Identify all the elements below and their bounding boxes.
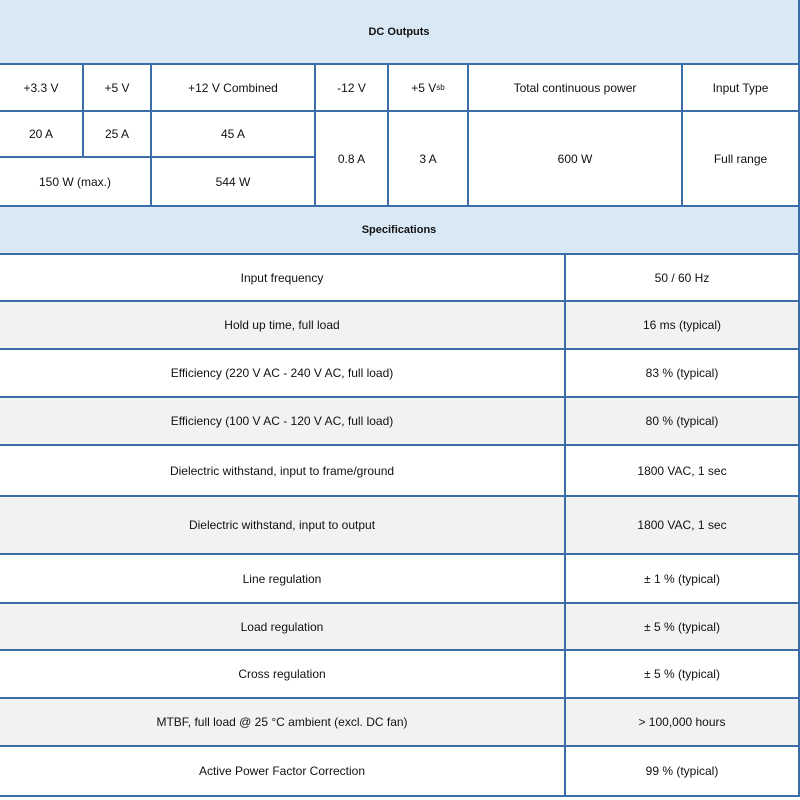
spec-value: 99 % (typical) xyxy=(566,747,800,797)
column-header: -12 V xyxy=(316,65,389,112)
spec-name: Line regulation xyxy=(0,555,566,604)
column-header: +5 V xyxy=(84,65,152,112)
spec-name: MTBF, full load @ 25 °C ambient (excl. D… xyxy=(0,699,566,747)
current-cell: 3 A xyxy=(389,112,469,207)
spec-value: ± 5 % (typical) xyxy=(566,651,800,699)
current-cell: 25 A xyxy=(84,112,152,158)
spec-name: Cross regulation xyxy=(0,651,566,699)
column-header: Input Type xyxy=(683,65,800,112)
section-title: Specifications xyxy=(0,207,800,255)
column-header: Total continuous power xyxy=(469,65,683,112)
spec-name: Dielectric withstand, input to frame/gro… xyxy=(0,446,566,497)
spec-value: 50 / 60 Hz xyxy=(566,255,800,302)
cell-text: +5 V xyxy=(411,80,437,95)
subscript: sb xyxy=(436,83,445,92)
spec-name: Dielectric withstand, input to output xyxy=(0,497,566,555)
current-cell: 600 W xyxy=(469,112,683,207)
spec-value: 83 % (typical) xyxy=(566,350,800,398)
spec-value: 80 % (typical) xyxy=(566,398,800,446)
spec-value: > 100,000 hours xyxy=(566,699,800,747)
current-cell: 45 A xyxy=(152,112,316,158)
spec-name: Active Power Factor Correction xyxy=(0,747,566,797)
spec-name: Efficiency (220 V AC - 240 V AC, full lo… xyxy=(0,350,566,398)
spec-name: Efficiency (100 V AC - 120 V AC, full lo… xyxy=(0,398,566,446)
section-title: DC Outputs xyxy=(0,0,800,65)
spec-value: 16 ms (typical) xyxy=(566,302,800,350)
spec-value: 1800 VAC, 1 sec xyxy=(566,497,800,555)
column-header: +12 V Combined xyxy=(152,65,316,112)
column-header: +3.3 V xyxy=(0,65,84,112)
current-cell: 0.8 A xyxy=(316,112,389,207)
power-cell: 544 W xyxy=(152,158,316,207)
current-cell: Full range xyxy=(683,112,800,207)
spec-value: ± 1 % (typical) xyxy=(566,555,800,604)
current-cell: 20 A xyxy=(0,112,84,158)
spec-name: Load regulation xyxy=(0,604,566,651)
spec-value: 1800 VAC, 1 sec xyxy=(566,446,800,497)
power-cell: 150 W (max.) xyxy=(0,158,152,207)
spec-name: Input frequency xyxy=(0,255,566,302)
spec-value: ± 5 % (typical) xyxy=(566,604,800,651)
spec-name: Hold up time, full load xyxy=(0,302,566,350)
